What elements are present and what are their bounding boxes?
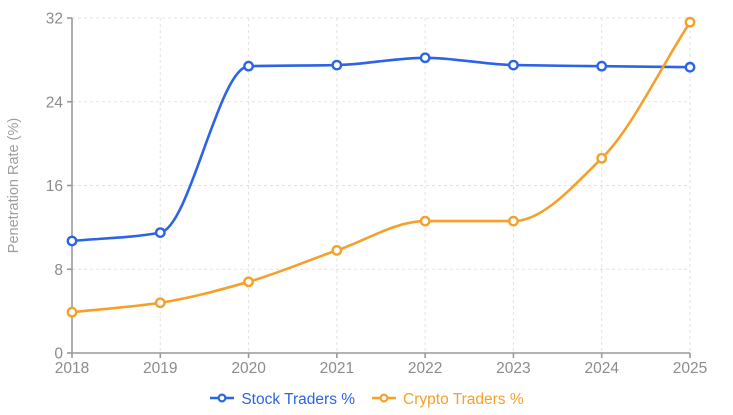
x-tick-label: 2022	[408, 360, 442, 377]
y-axis-title: Penetration Rate (%)	[6, 118, 22, 253]
data-point[interactable]	[419, 215, 431, 227]
crypto-series-marker-icon	[371, 391, 397, 409]
data-point[interactable]	[154, 227, 166, 239]
x-tick-label: 2024	[584, 360, 619, 377]
y-tick-label: 16	[46, 178, 63, 195]
x-tick-label: 2025	[673, 360, 707, 377]
data-point[interactable]	[331, 59, 343, 71]
x-tick-label: 2021	[320, 360, 354, 377]
data-point[interactable]	[66, 306, 78, 318]
data-point[interactable]	[66, 235, 78, 247]
series-crypto[interactable]	[66, 16, 696, 318]
data-point[interactable]	[154, 297, 166, 309]
data-point[interactable]	[331, 245, 343, 256]
chart-legend: Stock Traders % Crypto Traders %	[0, 391, 733, 409]
data-point[interactable]	[419, 52, 431, 64]
legend-label-crypto-traders: Crypto Traders %	[403, 391, 524, 408]
y-tick-label: 0	[54, 346, 63, 363]
x-tick-label: 2019	[143, 360, 177, 377]
axes	[67, 17, 691, 358]
data-point[interactable]	[596, 60, 608, 72]
y-tick-label: 24	[46, 94, 64, 111]
data-point[interactable]	[684, 61, 696, 73]
x-tick-label: 2020	[231, 360, 266, 377]
x-tick-label: 2018	[55, 360, 89, 377]
series-stock[interactable]	[66, 52, 696, 247]
y-tick-label: 8	[54, 262, 63, 279]
data-point[interactable]	[596, 152, 608, 164]
legend-item-stock-traders[interactable]: Stock Traders %	[209, 391, 355, 409]
y-tick-label: 32	[46, 11, 63, 28]
data-point[interactable]	[243, 60, 254, 72]
x-tick-label: 2023	[496, 360, 530, 377]
data-point[interactable]	[508, 59, 519, 71]
data-point[interactable]	[684, 16, 696, 28]
series-line	[70, 56, 692, 243]
legend-item-crypto-traders[interactable]: Crypto Traders %	[371, 391, 524, 409]
gridlines	[71, 17, 691, 353]
data-point[interactable]	[508, 215, 519, 227]
stock-series-marker-icon	[209, 391, 235, 409]
data-point[interactable]	[243, 276, 254, 288]
legend-label-stock-traders: Stock Traders %	[241, 391, 356, 408]
